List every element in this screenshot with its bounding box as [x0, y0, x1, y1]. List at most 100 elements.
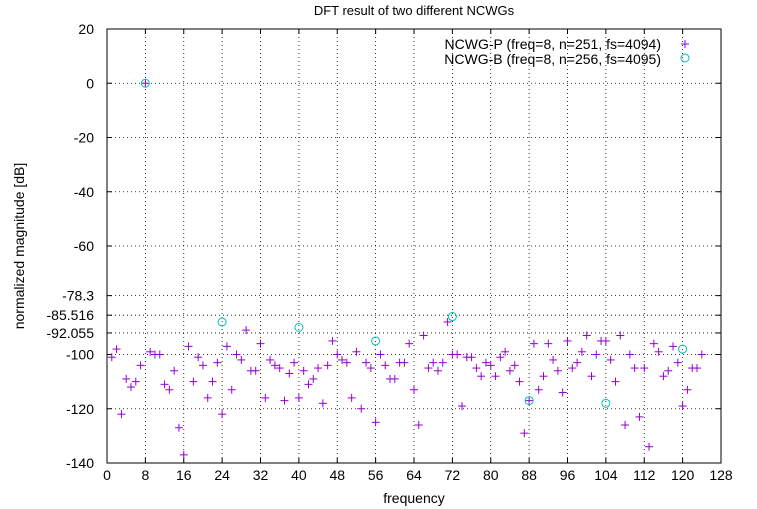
data-point-plus	[525, 396, 534, 405]
data-point-plus	[318, 399, 327, 408]
data-point-plus	[112, 345, 121, 354]
data-point-plus	[141, 79, 150, 88]
data-point-plus	[539, 372, 548, 381]
data-point-plus	[165, 385, 174, 394]
legend-plus-glyph	[681, 40, 689, 48]
data-point-plus	[568, 364, 577, 373]
data-point-plus	[553, 366, 562, 375]
series-ncwg-p	[107, 79, 706, 459]
x-tick-label: 0	[103, 467, 111, 483]
data-point-plus	[664, 366, 673, 375]
data-point-plus	[520, 429, 529, 438]
x-tick-label: 88	[521, 467, 537, 483]
y-tick-label: -92.055	[47, 325, 95, 341]
legend-label-ncwg-p: NCWG-P (freq=8, n=251, fs=4094)	[445, 36, 661, 52]
x-axis-title: frequency	[383, 490, 444, 506]
data-point-plus	[256, 339, 265, 348]
y-tick-label: -85.516	[47, 307, 95, 323]
data-point-plus	[606, 355, 615, 364]
data-point-plus	[645, 442, 654, 451]
data-point-plus	[213, 358, 222, 367]
data-point-plus	[486, 361, 495, 370]
x-tick-label: 96	[560, 467, 576, 483]
data-point-plus	[232, 350, 241, 359]
data-point-plus	[294, 393, 303, 402]
data-point-plus	[582, 331, 591, 340]
data-point-plus	[131, 377, 140, 386]
data-point-plus	[453, 350, 462, 359]
x-tick-label: 56	[368, 467, 384, 483]
legend-marker-plus	[681, 40, 689, 48]
x-tick-label: 128	[709, 467, 733, 483]
y-tick-label: 20	[78, 21, 94, 37]
data-point-plus	[136, 361, 145, 370]
data-point-plus	[693, 364, 702, 373]
data-point-plus	[362, 358, 371, 367]
x-tick-label: 40	[291, 467, 307, 483]
series-layer	[107, 78, 706, 459]
data-point-plus	[515, 377, 524, 386]
data-point-plus	[189, 377, 198, 386]
data-point-plus	[697, 350, 706, 359]
data-point-plus	[659, 372, 668, 381]
data-point-plus	[673, 358, 682, 367]
data-point-plus	[419, 331, 428, 340]
y-tick-label: -20	[74, 130, 94, 146]
data-point-plus	[621, 421, 630, 430]
data-point-plus	[155, 350, 164, 359]
data-point-plus	[405, 339, 414, 348]
x-tick-label: 48	[329, 467, 345, 483]
data-point-plus	[390, 374, 399, 383]
data-point-plus	[328, 336, 337, 345]
data-point-plus	[649, 339, 658, 348]
data-point-plus	[314, 364, 323, 373]
data-point-plus	[496, 353, 505, 362]
data-point-plus	[227, 385, 236, 394]
data-point-plus	[481, 358, 490, 367]
data-point-circle	[294, 322, 304, 332]
legend-label-ncwg-b: NCWG-B (freq=8, n=256, fs=4095)	[444, 51, 661, 67]
data-point-circle	[217, 317, 227, 327]
data-point-plus	[558, 388, 567, 397]
data-point-plus	[160, 380, 169, 389]
data-point-plus	[371, 418, 380, 427]
x-tick-label: 120	[671, 467, 695, 483]
x-tick-label: 64	[406, 467, 422, 483]
data-point-plus	[222, 342, 231, 351]
x-tick-label: 104	[594, 467, 618, 483]
data-point-plus	[338, 355, 347, 364]
data-point-plus	[424, 364, 433, 373]
data-point-plus	[194, 353, 203, 362]
data-point-plus	[146, 347, 155, 356]
data-point-plus	[218, 410, 227, 419]
series-ncwg-b	[140, 78, 688, 408]
data-point-plus	[477, 372, 486, 381]
x-tick-label: 8	[141, 467, 149, 483]
x-tick-label: 80	[483, 467, 499, 483]
data-point-plus	[438, 358, 447, 367]
y-tick-label: -60	[74, 238, 94, 254]
data-point-plus	[342, 358, 351, 367]
data-point-plus	[184, 342, 193, 351]
data-point-plus	[280, 396, 289, 405]
x-tick-label: 112	[633, 467, 656, 483]
data-point-circle	[447, 312, 457, 322]
data-point-plus	[501, 347, 510, 356]
data-point-plus	[683, 385, 692, 394]
data-point-plus	[577, 347, 586, 356]
data-point-plus	[443, 317, 452, 326]
data-point-plus	[549, 355, 558, 364]
data-point-plus	[429, 358, 438, 367]
data-point-plus	[587, 372, 596, 381]
data-point-plus	[611, 377, 620, 386]
y-tick-label: -140	[66, 455, 94, 471]
data-point-plus	[299, 366, 308, 375]
data-point-plus	[261, 393, 270, 402]
data-point-plus	[381, 361, 390, 370]
data-point-plus	[414, 421, 423, 430]
data-point-plus	[203, 393, 212, 402]
data-point-plus	[625, 350, 634, 359]
data-point-circle	[601, 398, 611, 408]
data-point-plus	[285, 369, 294, 378]
